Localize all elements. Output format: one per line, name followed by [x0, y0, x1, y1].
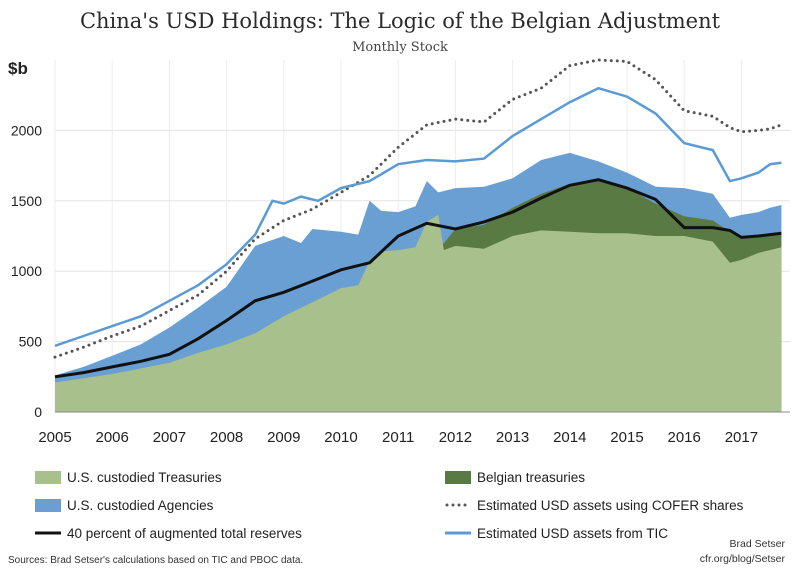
y-tick-label: 1000 — [11, 263, 42, 279]
legend-label: Belgian treasuries — [477, 470, 585, 485]
credit-name: Brad Setser — [730, 538, 786, 550]
x-tick-label: 2013 — [496, 429, 529, 446]
x-tick-label: 2006 — [96, 429, 129, 446]
x-tick-label: 2015 — [610, 429, 643, 446]
chart-subtitle: Monthly Stock — [352, 40, 448, 55]
x-tick-label: 2009 — [267, 429, 300, 446]
y-tick-label: 2000 — [11, 122, 42, 138]
chart-title: China's USD Holdings: The Logic of the B… — [80, 9, 721, 33]
x-tick-label: 2010 — [324, 429, 357, 446]
x-tick-label: 2011 — [382, 429, 414, 446]
x-tick-label: 2016 — [667, 429, 700, 446]
y-tick-label: 500 — [19, 334, 43, 350]
x-tick-label: 2005 — [38, 429, 71, 446]
series-cofer-line — [53, 58, 783, 359]
y-tick-label: 0 — [34, 404, 42, 420]
legend-label: 40 percent of augmented total reserves — [67, 526, 302, 541]
y-axis-unit-label: $b — [8, 59, 28, 78]
series-treasuries-area — [55, 214, 782, 412]
legend: U.S. custodied Treasuries Belgian treasur… — [35, 470, 744, 541]
line-series — [53, 58, 783, 379]
axes: 0 500 1000 1500 2000 2005 2006 2007 2008 2009 2010… — [11, 122, 790, 446]
series-tic-line — [54, 86, 782, 347]
legend-swatch — [445, 471, 471, 484]
series-reserves-line — [54, 178, 782, 379]
x-tick-label: 2012 — [439, 429, 472, 446]
sources-note: Sources: Brad Setser's calculations base… — [8, 555, 303, 566]
x-tick-label: 2007 — [153, 429, 186, 446]
legend-label: U.S. custodied Treasuries — [67, 470, 222, 485]
x-tick-label: 2014 — [553, 429, 586, 446]
legend-swatch — [35, 499, 61, 512]
x-tick-label: 2008 — [210, 429, 243, 446]
credit-url: cfr.org/blog/Setser — [700, 553, 786, 565]
y-tick-label: 1500 — [11, 193, 42, 209]
legend-label: Estimated USD assets from TIC — [477, 526, 668, 541]
area-series — [55, 152, 782, 412]
legend-label: Estimated USD assets using COFER shares — [477, 498, 744, 513]
x-tick-label: 2017 — [725, 429, 758, 446]
legend-swatch — [35, 471, 61, 484]
legend-label: U.S. custodied Agencies — [67, 498, 214, 513]
